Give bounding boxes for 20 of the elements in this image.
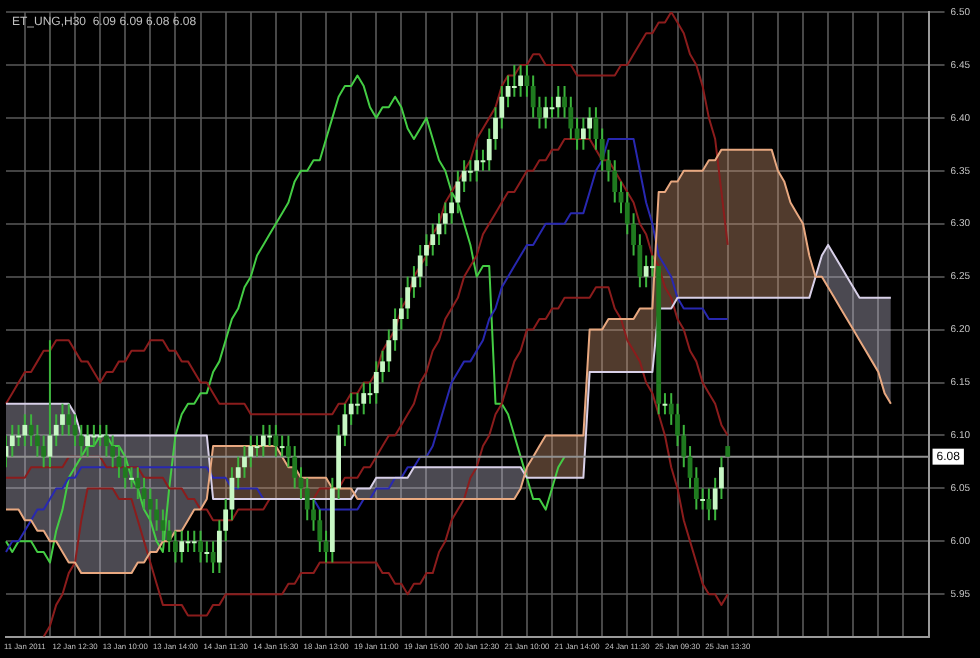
candlestick [85,423,90,458]
candlestick [518,63,524,98]
candlestick [706,487,712,522]
candlestick [650,254,655,278]
candlestick [210,540,216,575]
candlestick [179,529,185,564]
candlestick [260,423,266,458]
candlestick [198,529,203,564]
candlestick [273,423,279,458]
candlestick [267,423,272,448]
candlestick [555,85,561,119]
candlestick [474,148,480,183]
candlestick [22,413,28,448]
candlestick [511,63,517,98]
candlestick [191,529,197,553]
candlestick [97,423,103,448]
candlestick [643,254,649,289]
candlestick [91,423,97,448]
candlestick [361,381,367,416]
candlestick [543,95,549,130]
